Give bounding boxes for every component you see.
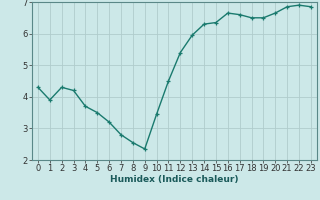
X-axis label: Humidex (Indice chaleur): Humidex (Indice chaleur) [110,175,239,184]
